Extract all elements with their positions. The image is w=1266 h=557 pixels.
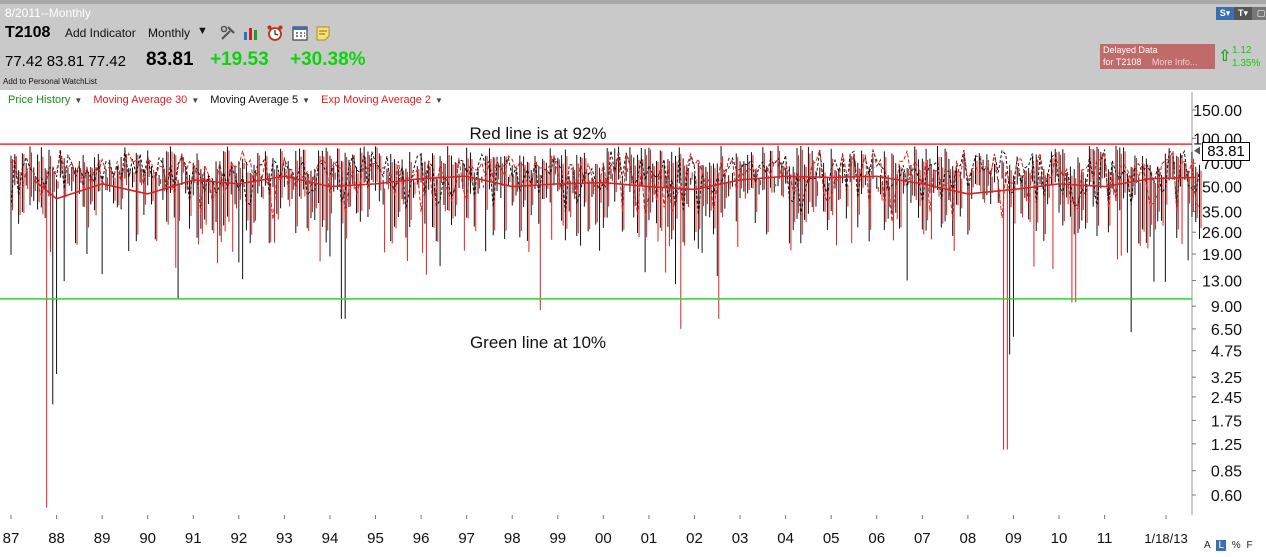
chevron-down-icon[interactable]: ▼ xyxy=(74,96,83,105)
x-tick-label: 87 xyxy=(3,530,20,547)
red-line-annotation: Red line is at 92% xyxy=(469,124,606,143)
right-change-pct: 1.35% xyxy=(1232,58,1261,69)
x-tick-label: 03 xyxy=(732,530,749,547)
delayed-data-badge[interactable]: Delayed Data for T2108 More Info... xyxy=(1100,44,1215,69)
x-tick-label: 00 xyxy=(595,530,612,547)
legend-ma5[interactable]: Moving Average 5 xyxy=(210,94,299,106)
x-tick-label: 88 xyxy=(48,530,65,547)
date-range-selector[interactable]: 8/2011--Monthly xyxy=(5,6,91,20)
view-toggle-l[interactable]: L xyxy=(1216,540,1227,551)
y-tick-label: 1.25 xyxy=(1211,437,1242,454)
y-tick-label: 0.60 xyxy=(1211,488,1242,505)
share-menu-icon[interactable]: S▾ xyxy=(1216,7,1234,20)
x-tick-label: 94 xyxy=(322,530,339,547)
x-tick-label: 98 xyxy=(504,530,521,547)
x-tick-label: 05 xyxy=(823,530,840,547)
legend-price-history[interactable]: Price History xyxy=(8,94,71,106)
up-arrow-icon: ⇧ xyxy=(1218,48,1232,65)
ma30-line xyxy=(33,175,1196,200)
change-absolute: +19.53 xyxy=(210,49,269,70)
y-tick-label: 6.50 xyxy=(1211,322,1242,339)
last-price: 83.81 xyxy=(146,49,194,70)
add-to-watchlist-link[interactable]: Add to Personal WatchList xyxy=(3,77,97,86)
x-tick-label: 89 xyxy=(94,530,111,547)
calendar-icon[interactable] xyxy=(291,24,309,42)
x-tick-label: 06 xyxy=(868,530,885,547)
y-tick-label: 1.75 xyxy=(1211,413,1242,430)
x-tick-label: 10 xyxy=(1051,530,1068,547)
alarm-clock-icon[interactable] xyxy=(266,24,284,42)
x-tick-label: 01 xyxy=(641,530,658,547)
more-info-link[interactable]: More Info... xyxy=(1151,57,1198,67)
legend-ma30[interactable]: Moving Average 30 xyxy=(93,94,188,106)
x-tick-label: 91 xyxy=(185,530,202,547)
y-tick-label: 26.00 xyxy=(1202,225,1242,242)
chevron-down-icon[interactable]: ▼ xyxy=(435,96,443,105)
y-tick-label: 9.00 xyxy=(1211,299,1242,316)
current-price-marker: 83.81 xyxy=(1202,142,1250,161)
y-tick-label: 19.00 xyxy=(1202,247,1242,264)
y-tick-label: 35.00 xyxy=(1202,204,1242,221)
indicator-legend: Price History ▼ Moving Average 30 ▼ Moving… xyxy=(8,94,451,106)
symbol-label: T2108 xyxy=(5,24,51,41)
window-icon[interactable]: ▢ xyxy=(1252,7,1266,20)
delayed-data-label: Delayed Data xyxy=(1103,45,1158,55)
x-tick-label: 07 xyxy=(914,530,931,547)
x-tick-label: 1/18/13 xyxy=(1144,531,1187,546)
x-tick-label: 09 xyxy=(1005,530,1022,547)
view-toggle-percent[interactable]: % xyxy=(1231,540,1241,551)
x-tick-label: 93 xyxy=(276,530,293,547)
right-change-values: 1.12 1.35% xyxy=(1232,44,1260,70)
view-toggle-a[interactable]: A xyxy=(1204,540,1211,551)
x-tick-label: 97 xyxy=(458,530,475,547)
x-tick-label: 02 xyxy=(686,530,703,547)
header-trim xyxy=(0,0,1266,4)
x-tick-label: 92 xyxy=(230,530,247,547)
green-line-annotation: Green line at 10% xyxy=(470,333,606,352)
y-tick-label: 2.45 xyxy=(1211,390,1242,407)
right-change-abs: 1.12 xyxy=(1232,45,1252,56)
view-toggles: A L % F xyxy=(1204,540,1256,551)
ema2-line xyxy=(10,149,1200,222)
x-tick-label: 04 xyxy=(777,530,794,547)
ohlc-values: 77.42 83.81 77.42 xyxy=(5,53,126,70)
x-tick-label: 95 xyxy=(367,530,384,547)
x-tick-label: 99 xyxy=(549,530,566,547)
x-tick-label: 90 xyxy=(139,530,156,547)
text-menu-icon[interactable]: T▾ xyxy=(1234,7,1252,20)
period-select[interactable]: Monthly xyxy=(148,26,191,40)
change-percent: +30.38% xyxy=(290,49,366,70)
x-tick-label: 96 xyxy=(413,530,430,547)
y-tick-label: 150.00 xyxy=(1193,103,1242,120)
y-tick-label: 0.85 xyxy=(1211,464,1242,481)
y-tick-label: 13.00 xyxy=(1202,274,1242,291)
add-indicator-button[interactable]: Add Indicator xyxy=(65,26,136,40)
tools-icon[interactable] xyxy=(219,24,237,42)
chart-header: 8/2011--Monthly T2108 Add Indicator Mont… xyxy=(0,0,1266,90)
y-tick-label: 50.00 xyxy=(1202,180,1242,197)
x-tick-label: 08 xyxy=(960,530,977,547)
chevron-down-icon[interactable]: ▼ xyxy=(197,25,208,37)
view-toggle-f[interactable]: F xyxy=(1246,540,1253,551)
bar-chart-icon[interactable] xyxy=(242,24,260,42)
note-icon[interactable] xyxy=(314,24,332,42)
x-tick-label: 11 xyxy=(1097,530,1113,547)
legend-ema2[interactable]: Exp Moving Average 2 xyxy=(321,94,432,106)
ma5-line xyxy=(10,148,1201,215)
chevron-down-icon[interactable]: ▼ xyxy=(302,96,311,105)
current-value-pointer xyxy=(1194,146,1200,155)
y-tick-label: 4.75 xyxy=(1211,344,1242,361)
chevron-down-icon[interactable]: ▼ xyxy=(191,96,200,105)
delayed-symbol-label: for T2108 xyxy=(1103,57,1142,67)
y-tick-label: 3.25 xyxy=(1211,370,1242,387)
